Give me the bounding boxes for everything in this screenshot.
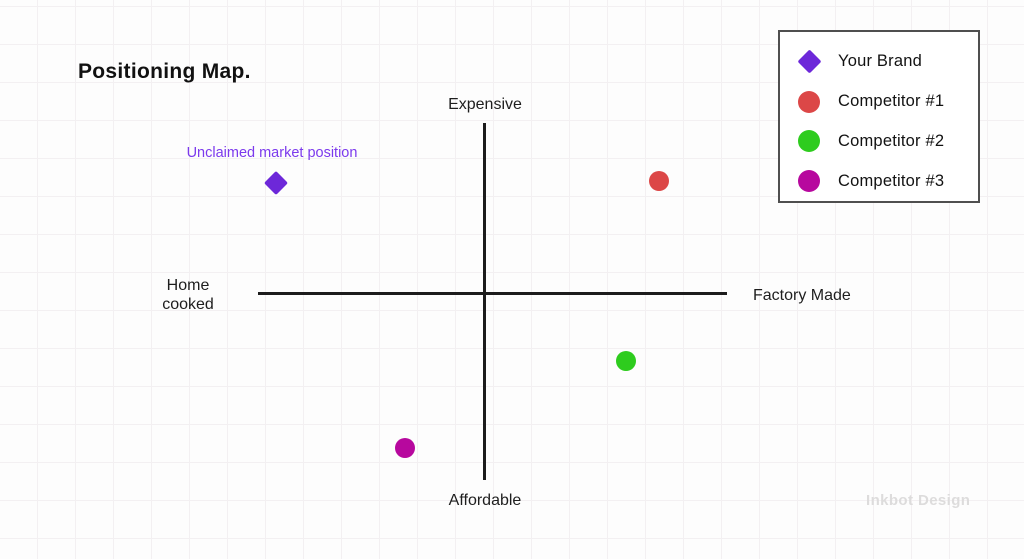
page-title: Positioning Map. <box>78 60 251 83</box>
axis-label-factory-made: Factory Made <box>753 287 851 304</box>
diamond-marker-icon <box>796 49 822 74</box>
point-your-brand <box>263 171 288 196</box>
circle-marker-icon <box>798 170 820 193</box>
point-competitor-1 <box>648 171 669 192</box>
legend-label: Competitor #3 <box>838 171 945 190</box>
circle-marker-icon <box>798 130 820 153</box>
legend-item-competitor-1: Competitor #1 <box>796 83 978 121</box>
legend-label: Competitor #2 <box>838 131 945 150</box>
horizontal-axis-line <box>258 292 727 295</box>
vertical-axis-line <box>483 123 486 480</box>
legend: Your Brand Competitor #1 Competitor #2 C… <box>778 30 980 203</box>
legend-item-competitor-2: Competitor #2 <box>796 122 978 160</box>
axis-label-expensive: Expensive <box>448 96 522 113</box>
axis-label-home-cooked: Home cooked <box>162 277 214 313</box>
annotation-unclaimed-market-position: Unclaimed market position <box>186 145 358 161</box>
legend-item-competitor-3: Competitor #3 <box>796 162 978 200</box>
point-competitor-2 <box>616 351 636 372</box>
axis-label-affordable: Affordable <box>448 492 522 509</box>
circle-marker-icon <box>798 90 820 113</box>
legend-label: Competitor #1 <box>838 92 945 111</box>
legend-item-your-brand: Your Brand <box>796 43 978 81</box>
watermark: Inkbot Design <box>866 492 971 509</box>
legend-label: Your Brand <box>838 52 922 71</box>
point-competitor-3 <box>395 437 416 458</box>
